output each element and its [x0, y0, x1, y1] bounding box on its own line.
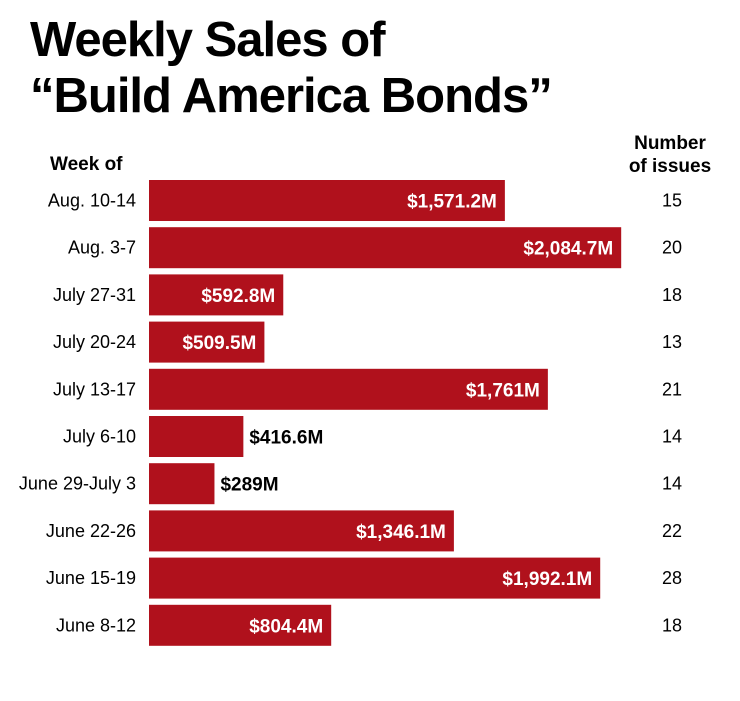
issues-count: 14	[662, 427, 682, 447]
chart-title-line-2: “Build America Bonds”	[30, 69, 553, 123]
bar	[149, 557, 601, 599]
bar-value-label: $1,346.1M	[356, 522, 446, 543]
category-label: June 15-19	[46, 568, 136, 588]
bar-value-label: $592.8M	[201, 286, 275, 307]
bar	[149, 227, 622, 269]
category-label: Aug. 3-7	[68, 238, 136, 258]
bar	[149, 510, 454, 552]
bar-value-label: $804.4M	[249, 616, 323, 637]
bar-value-label: $509.5M	[182, 333, 256, 354]
category-label: June 29-July 3	[19, 474, 136, 494]
category-label: July 27-31	[53, 285, 136, 305]
issues-count: 18	[662, 285, 682, 305]
bar-value-label: $416.6M	[249, 428, 323, 449]
category-label: July 20-24	[53, 332, 136, 352]
bar-value-label: $1,992.1M	[502, 569, 592, 590]
bar	[149, 321, 265, 363]
issues-count: 21	[662, 379, 682, 399]
issues-count: 14	[662, 474, 682, 494]
bar	[149, 604, 332, 646]
bar-value-label: $289M	[220, 475, 278, 496]
issues-count: 22	[662, 521, 682, 541]
chart-rows: Aug. 10-14 $1,571.2M 15 Aug. 3-7 $2,084.7M 20…	[19, 180, 682, 646]
category-header: Week of	[50, 154, 123, 175]
bar-value-label: $1,571.2M	[407, 192, 497, 213]
category-label: July 13-17	[53, 379, 136, 399]
bar	[149, 274, 284, 316]
category-label: June 8-12	[56, 615, 136, 635]
issues-count: 13	[662, 332, 682, 352]
issues-count: 28	[662, 568, 682, 588]
issues-header-line-2: of issues	[629, 156, 711, 177]
chart-title-line-1: Weekly Sales of	[30, 13, 386, 67]
bar	[149, 180, 505, 221]
category-label: June 22-26	[46, 521, 136, 541]
category-label: Aug. 10-14	[48, 191, 136, 211]
bar-value-label: $1,761M	[466, 380, 540, 401]
chart-title: Weekly Sales of “Build America Bonds”	[30, 12, 553, 124]
issues-count: 15	[662, 191, 682, 211]
issues-count: 18	[662, 615, 682, 635]
bar	[149, 368, 548, 410]
category-label: July 6-10	[63, 427, 136, 447]
issues-count: 20	[662, 238, 682, 258]
bar	[149, 416, 244, 457]
bar	[149, 463, 215, 505]
issues-header-line-1: Number	[634, 133, 706, 154]
bar-value-label: $2,084.7M	[523, 239, 613, 260]
